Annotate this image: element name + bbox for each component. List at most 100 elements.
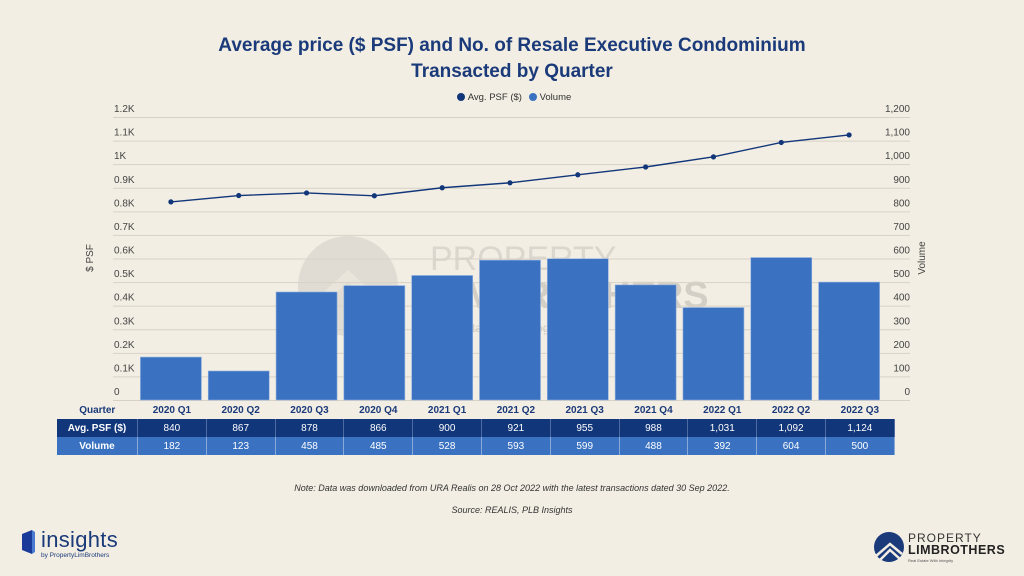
y-right-tick-label: 400: [893, 293, 910, 304]
avg-psf-line: [170, 134, 850, 203]
insights-logo-sub: by PropertyLimBrothers: [41, 552, 110, 559]
avg-psf-point: [710, 154, 717, 160]
avg-psf-point: [778, 139, 784, 146]
y-left-tick-label: 0.9K: [114, 175, 135, 186]
volume-bar: [140, 356, 202, 401]
y-right-tick-label: 0: [904, 387, 910, 398]
table-header-label: Quarter: [79, 404, 116, 416]
table-quarter-cell: 2021 Q1: [427, 404, 467, 416]
y-left-tick-label: 0.5K: [114, 269, 135, 280]
legend: Avg. PSF ($) Volume: [0, 92, 1024, 103]
table-psf-label: Avg. PSF ($): [57, 419, 138, 437]
table-psf-cell: 867: [206, 419, 276, 437]
volume-bar: [547, 258, 609, 401]
y-axis-left-label: $ PSF: [85, 244, 96, 272]
volume-bar: [479, 259, 541, 401]
chart-title: Average price ($ PSF) and No. of Resale …: [0, 33, 1024, 85]
avg-psf-point: [168, 199, 174, 205]
table-quarter-cell: 2020 Q1: [152, 404, 192, 416]
volume-bar: [343, 285, 406, 401]
plb-logo-tagline: Real Estate With Integrity: [908, 558, 954, 563]
table-quarter-cell: 2020 Q4: [359, 404, 398, 416]
table-quarter-cell: 2020 Q2: [221, 404, 260, 416]
avg-psf-point: [507, 180, 513, 186]
chart-title-line-1: Average price ($ PSF) and No. of Resale …: [218, 35, 806, 56]
source-text: Source: REALIS, PLB Insights: [451, 505, 573, 515]
table-volume-cell: 123: [206, 437, 276, 455]
y-right-tick-label: 600: [893, 246, 910, 257]
legend-volume-marker: [528, 93, 537, 101]
plb-roof-logo-icon: [874, 532, 904, 562]
y-right-tick-label: 1,000: [885, 151, 910, 162]
table-psf-cell: 955: [550, 419, 620, 437]
table-quarter-cell: 2021 Q2: [496, 404, 536, 416]
table-psf-row: Avg. PSF ($) 840 867 878 866 900 921 955 988 1,0…: [57, 419, 895, 437]
table-quarter-cell: 2022 Q1: [703, 404, 742, 416]
y-left-tick-label: 1.2K: [114, 104, 135, 115]
table-quarter-cell: 2020 Q3: [290, 404, 329, 416]
table-volume-cell: 488: [619, 437, 689, 455]
table-quarter-cell: 2021 Q4: [634, 404, 673, 416]
table-psf-cell: 900: [412, 419, 482, 437]
volume-bar: [682, 307, 745, 401]
y-left-tick-label: 0.2K: [114, 340, 135, 351]
table-psf-cell: 1,031: [687, 419, 758, 437]
avg-psf-point: [575, 172, 581, 178]
table-quarter-cell: 2022 Q3: [840, 404, 880, 416]
volume-bar: [614, 284, 677, 401]
table-volume-cell: 500: [825, 437, 895, 455]
table-psf-cell: 878: [275, 419, 345, 437]
legend-volume-label: Volume: [539, 92, 572, 103]
y-left-tick-label: 0.1K: [114, 363, 135, 374]
legend-avg-psf-label: Avg. PSF ($): [467, 92, 522, 103]
y-right-tick-label: 1,200: [885, 104, 910, 115]
volume-bar: [411, 275, 473, 401]
table-volume-cell: 528: [412, 437, 482, 455]
plb-logo-line-2: LIMBROTHERS: [908, 543, 1006, 557]
volume-bar: [750, 257, 813, 401]
insights-book-icon: [22, 530, 35, 554]
plb-logo-line-1: PROPERTY: [908, 531, 982, 545]
y-right-tick-label: 900: [893, 175, 910, 186]
avg-psf-point: [846, 132, 852, 138]
table-volume-cell: 604: [756, 437, 826, 455]
y-left-tick-label: 0.6K: [114, 246, 135, 257]
volume-bar: [207, 370, 270, 401]
table-psf-cell: 988: [619, 419, 689, 437]
y-right-tick-label: 200: [893, 340, 910, 351]
table-volume-cell: 599: [550, 437, 620, 455]
table-quarter-cell: 2021 Q3: [565, 404, 604, 416]
y-right-tick-label: 300: [893, 316, 910, 327]
table-psf-cell: 866: [343, 419, 414, 437]
table-volume-row: Volume 182 123 458 485 528 593 599 488 392 604 500: [57, 437, 895, 455]
y-left-tick-label: 0.7K: [114, 222, 135, 233]
y-left-tick-label: 0.8K: [114, 198, 135, 209]
table-volume-cell: 458: [275, 437, 345, 455]
y-left-tick-label: 1.1K: [114, 128, 135, 139]
avg-psf-point: [643, 164, 649, 170]
table-psf-cell: 921: [481, 419, 551, 437]
table-volume-cell: 485: [343, 437, 414, 455]
chart-title-line-2: Transacted by Quarter: [411, 61, 613, 82]
table-volume-cell: 182: [137, 437, 207, 455]
volume-bar: [818, 281, 880, 401]
volume-bar: [275, 291, 338, 401]
y-left-tick-label: 0.3K: [114, 316, 135, 327]
y-right-tick-label: 1,100: [885, 128, 910, 139]
table-psf-cell: 840: [137, 419, 207, 437]
y-right-tick-label: 800: [893, 198, 910, 209]
avg-psf-point: [236, 192, 242, 199]
table-volume-cell: 593: [481, 437, 551, 455]
avg-psf-point: [371, 193, 377, 199]
table-psf-cell: 1,092: [756, 419, 826, 437]
note-text: Note: Data was downloaded from URA Reali…: [294, 483, 730, 493]
y-right-tick-label: 100: [893, 363, 910, 374]
table-volume-label: Volume: [57, 437, 138, 455]
table-psf-cell: 1,124: [825, 419, 895, 437]
y-left-tick-label: 0.4K: [114, 293, 135, 304]
data-table: Quarter 2020 Q1 2020 Q2 2020 Q3 2020 Q4 2021…: [57, 401, 895, 455]
y-right-tick-label: 500: [893, 269, 910, 280]
y-axis-right-label: Volume: [917, 241, 928, 275]
legend-avg-psf-marker: [456, 93, 465, 101]
